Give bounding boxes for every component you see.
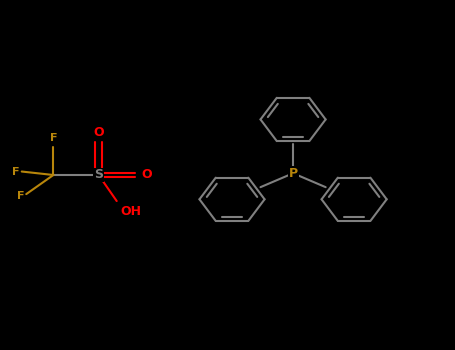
Text: OH: OH (120, 204, 142, 217)
Text: F: F (50, 133, 57, 143)
Text: O: O (142, 168, 152, 182)
Text: P: P (288, 167, 298, 180)
Text: F: F (12, 167, 20, 176)
Text: S: S (94, 168, 103, 182)
Text: O: O (93, 126, 104, 139)
Text: F: F (16, 191, 24, 201)
